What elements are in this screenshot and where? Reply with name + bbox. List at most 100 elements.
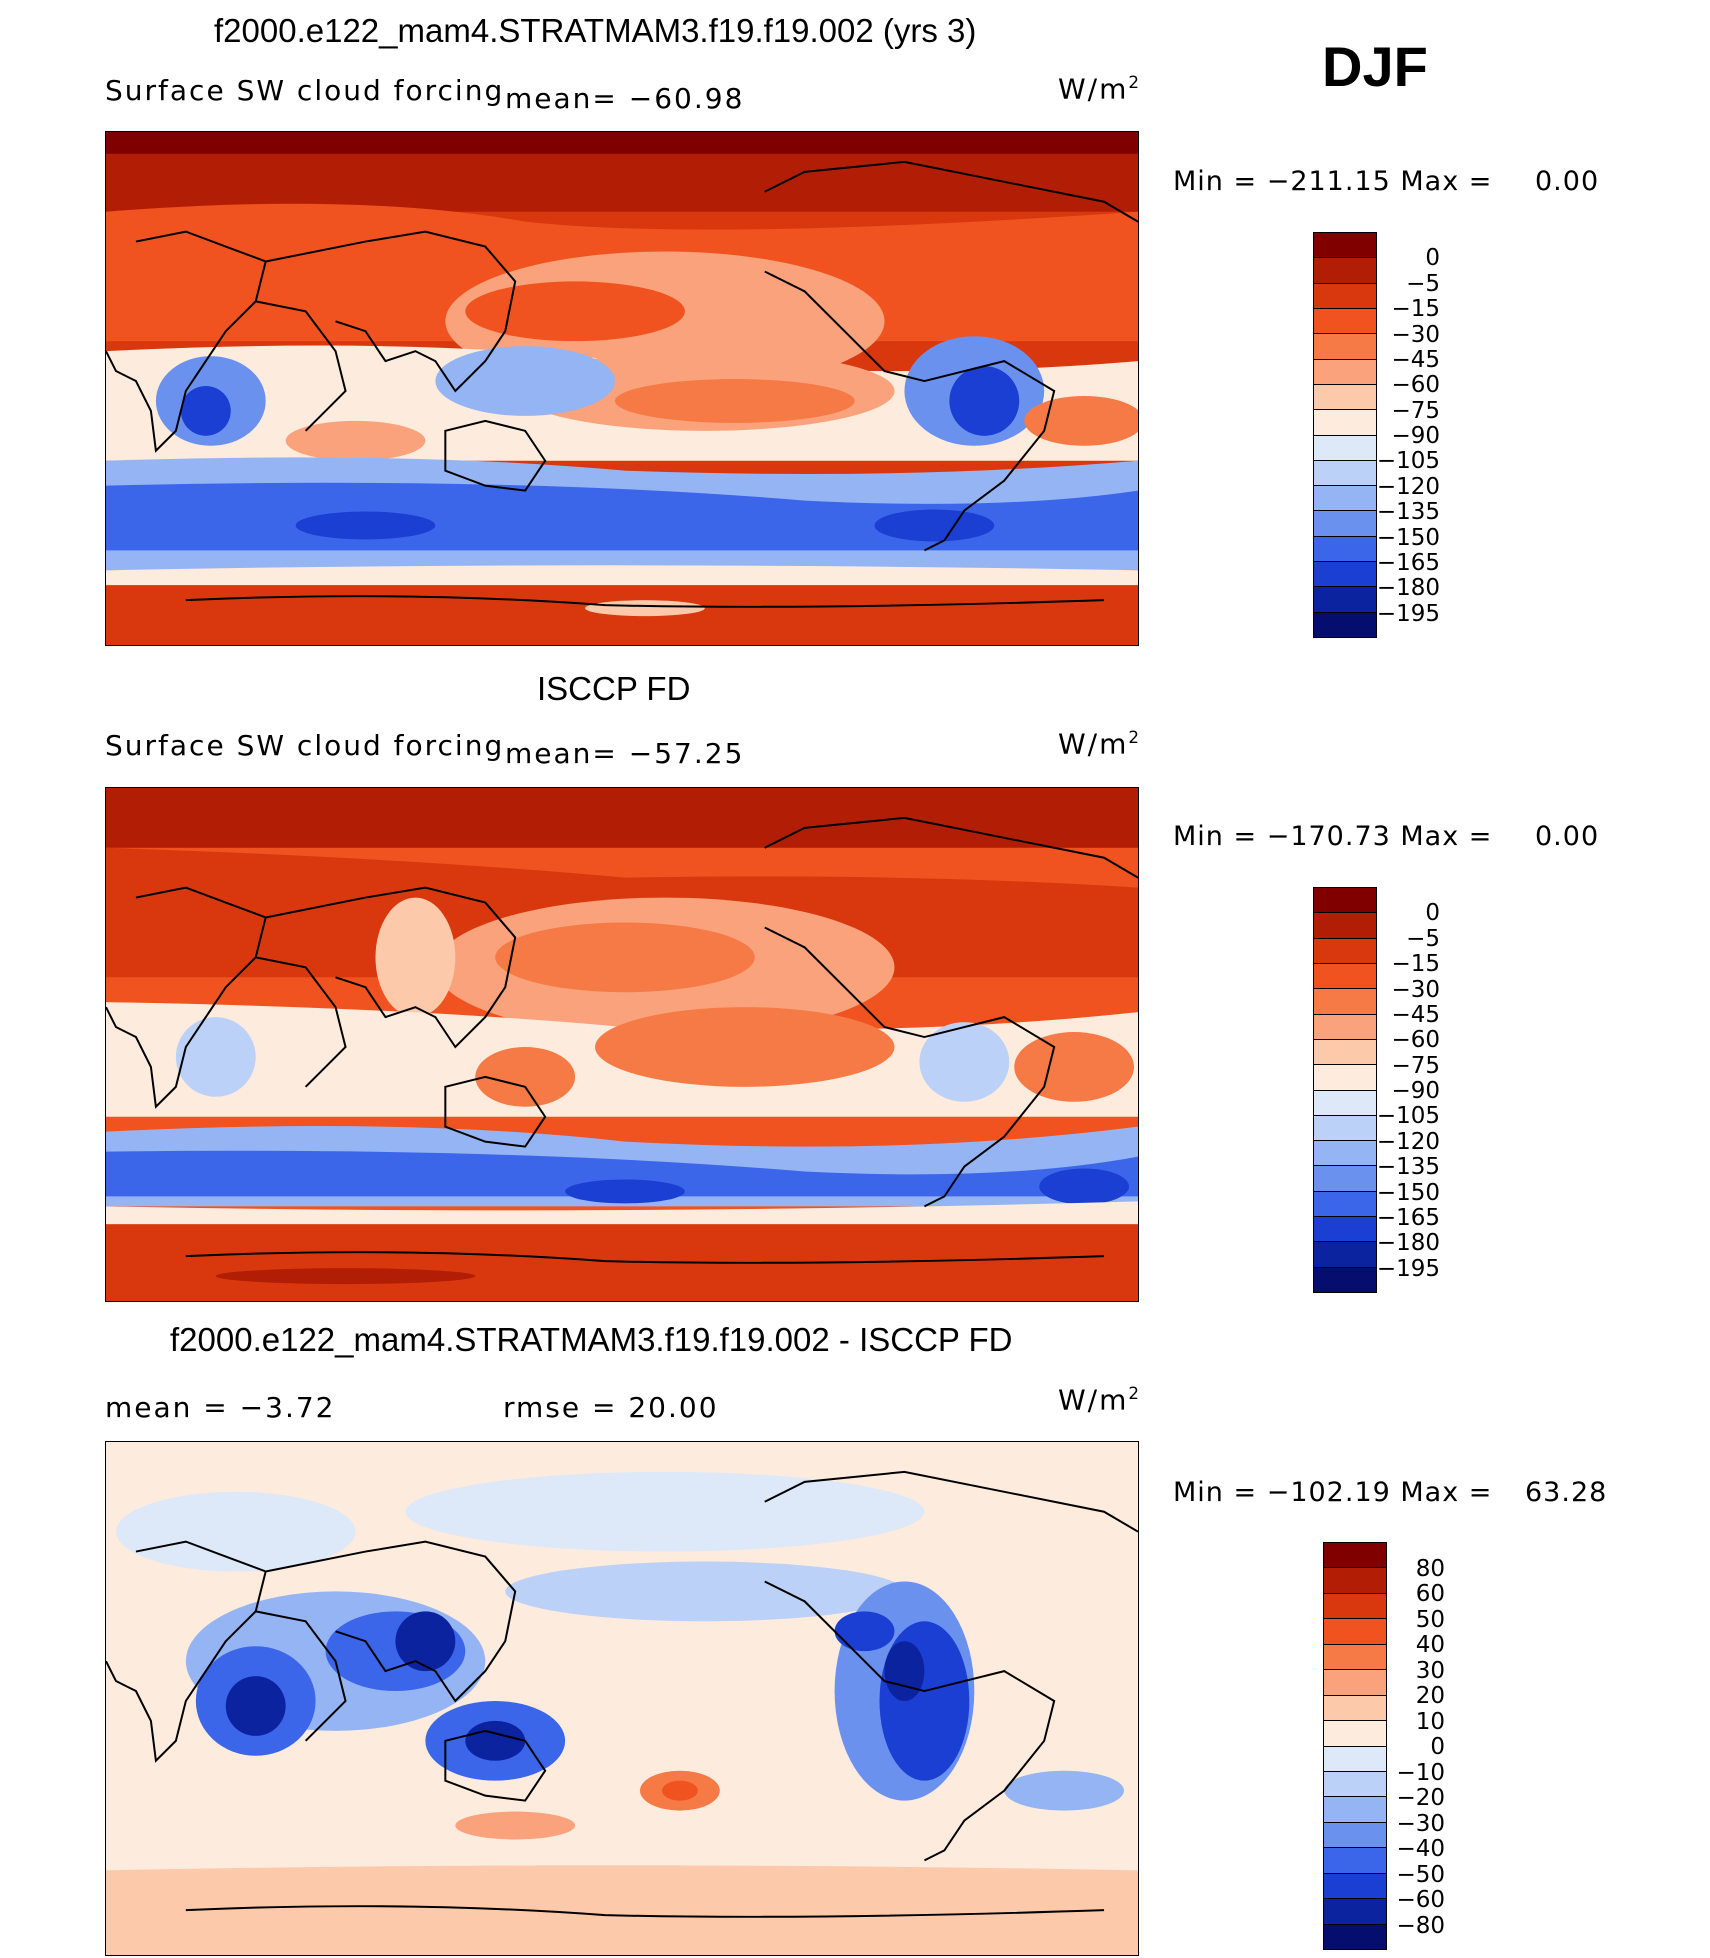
colorbar-label: 30: [1415, 1657, 1445, 1684]
panel-3-title: f2000.e122_mam4.STRATMAM3.f19.f19.002 - …: [170, 1321, 1013, 1358]
colorbar-swatch: [1324, 1924, 1386, 1949]
colorbar-swatch: [1314, 1166, 1376, 1192]
colorbar-label: 40: [1415, 1632, 1445, 1658]
colorbar-label: −20: [1396, 1785, 1445, 1811]
panel-3-units: W/m2: [1058, 1383, 1142, 1417]
colorbar-swatch: [1314, 536, 1376, 563]
colorbar-label: −195: [1376, 1255, 1440, 1282]
panel-1-colorbar: [1313, 232, 1377, 638]
panel-3-min-max: Min = −102.19 Max =: [1173, 1477, 1493, 1508]
colorbar-swatch: [1314, 1267, 1376, 1292]
colorbar-label: −5: [1406, 270, 1440, 297]
colorbar-label: −120: [1376, 1128, 1440, 1155]
colorbar-swatch: [1314, 562, 1376, 588]
colorbar-swatch: [1314, 938, 1376, 964]
colorbar-label: −195: [1376, 600, 1440, 627]
panel-1-mean-label: mean= −60.98: [505, 82, 745, 115]
colorbar-label: −90: [1391, 423, 1440, 449]
panel-1-max-value: 0.00: [1535, 166, 1600, 197]
colorbar-label: −15: [1391, 296, 1440, 323]
colorbar-label: −30: [1396, 1810, 1445, 1837]
colorbar-swatch: [1314, 612, 1376, 637]
colorbar-label: −10: [1396, 1759, 1445, 1786]
colorbar-label: −105: [1376, 1103, 1440, 1130]
colorbar-label: −105: [1376, 448, 1440, 475]
colorbar-label: −90: [1391, 1078, 1440, 1104]
colorbar-label: −60: [1396, 1887, 1445, 1913]
panel-3-mean-label: mean = −3.72: [105, 1391, 336, 1424]
colorbar-swatch: [1314, 1191, 1376, 1218]
panel-1-title: f2000.e122_mam4.STRATMAM3.f19.f19.002 (y…: [214, 12, 977, 49]
colorbar-label: −180: [1376, 575, 1440, 602]
colorbar-label: −75: [1391, 1052, 1440, 1079]
panel-2-mean-label: mean= −57.25: [505, 737, 745, 770]
panel-1-units: W/m2: [1058, 72, 1142, 106]
colorbar-swatch: [1314, 913, 1376, 939]
colorbar-swatch: [1314, 1217, 1376, 1243]
colorbar-label: 20: [1415, 1683, 1445, 1709]
panel-2-title: ISCCP FD: [537, 670, 691, 707]
colorbar-label: −150: [1376, 1179, 1440, 1206]
panel-2-map: [105, 787, 1139, 1302]
colorbar-swatch: [1314, 308, 1376, 335]
colorbar-label: −15: [1391, 951, 1440, 978]
colorbar-swatch: [1324, 1670, 1386, 1696]
colorbar-label: −40: [1396, 1836, 1445, 1862]
season-label: DJF: [1322, 35, 1428, 98]
colorbar-swatch: [1314, 233, 1376, 259]
panel-1-min-max: Min = −211.15 Max =: [1173, 166, 1493, 197]
colorbar-swatch: [1314, 1039, 1376, 1066]
panel-2-variable-label: Surface SW cloud forcing: [105, 729, 505, 762]
colorbar-label: 10: [1415, 1708, 1445, 1735]
panel-2-min-max: Min = −170.73 Max =: [1173, 821, 1493, 852]
colorbar-label: 80: [1415, 1555, 1445, 1582]
colorbar-swatch: [1314, 511, 1376, 537]
colorbar-label: −180: [1376, 1230, 1440, 1257]
panel-1-map: [105, 131, 1139, 646]
panel-2-max-value: 0.00: [1535, 821, 1600, 852]
colorbar-label: −30: [1391, 976, 1440, 1003]
colorbar-swatch: [1314, 1065, 1376, 1091]
colorbar-swatch: [1314, 334, 1376, 360]
colorbar-swatch: [1324, 1644, 1386, 1671]
colorbar-label: 50: [1415, 1606, 1445, 1633]
colorbar-swatch: [1314, 888, 1376, 914]
colorbar-swatch: [1314, 359, 1376, 385]
colorbar-label: −150: [1376, 524, 1440, 551]
colorbar-swatch: [1314, 963, 1376, 990]
panel-2-units: W/m2: [1058, 727, 1142, 761]
colorbar-label: 0: [1425, 900, 1440, 927]
colorbar-swatch: [1314, 1014, 1376, 1040]
colorbar-label: −165: [1376, 549, 1440, 576]
colorbar-swatch: [1314, 1141, 1376, 1167]
colorbar-label: −120: [1376, 473, 1440, 500]
colorbar-swatch: [1314, 1242, 1376, 1268]
colorbar-swatch: [1314, 384, 1376, 411]
panel-2-colorbar: [1313, 887, 1377, 1293]
colorbar-swatch: [1324, 1568, 1386, 1594]
colorbar-swatch: [1314, 1090, 1376, 1116]
colorbar-label: −50: [1396, 1861, 1445, 1888]
colorbar-swatch: [1324, 1695, 1386, 1722]
colorbar-swatch: [1324, 1721, 1386, 1747]
colorbar-label: −30: [1391, 321, 1440, 348]
colorbar-swatch: [1314, 258, 1376, 284]
panel-3-map: [105, 1441, 1139, 1956]
panel-1-variable-label: Surface SW cloud forcing: [105, 74, 505, 107]
colorbar-swatch: [1324, 1543, 1386, 1569]
colorbar-label: −45: [1391, 1001, 1440, 1028]
colorbar-swatch: [1314, 1115, 1376, 1142]
colorbar-swatch: [1324, 1899, 1386, 1925]
colorbar-label: 60: [1415, 1581, 1445, 1607]
colorbar-swatch: [1314, 587, 1376, 613]
colorbar-swatch: [1314, 460, 1376, 487]
colorbar-label: −135: [1376, 499, 1440, 526]
colorbar-swatch: [1314, 410, 1376, 436]
colorbar-label: −45: [1391, 346, 1440, 373]
panel-3-max-value: 63.28: [1525, 1477, 1608, 1508]
colorbar-label: −5: [1406, 925, 1440, 952]
panel-3-colorbar: [1323, 1542, 1387, 1950]
colorbar-swatch: [1324, 1873, 1386, 1900]
colorbar-label: −80: [1396, 1912, 1445, 1939]
